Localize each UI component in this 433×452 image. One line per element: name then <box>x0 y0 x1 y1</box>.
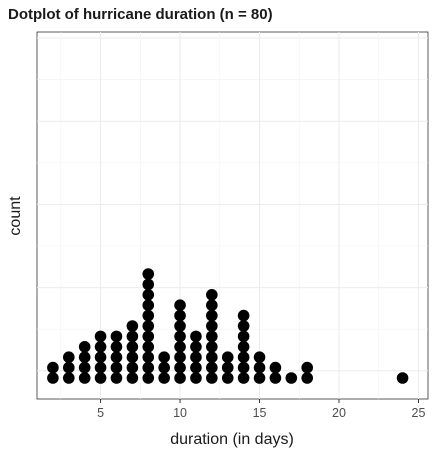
x-axis-title: duration (in days) <box>170 431 294 448</box>
data-dot <box>237 309 250 322</box>
data-dot <box>110 372 123 384</box>
data-dot <box>126 330 139 343</box>
data-dot <box>206 361 218 374</box>
data-dot <box>47 372 59 384</box>
data-dot <box>94 361 107 374</box>
data-dot <box>396 372 409 384</box>
data-dot <box>253 351 266 364</box>
data-dot <box>62 372 75 384</box>
data-dot <box>237 320 250 332</box>
data-dot <box>237 351 250 364</box>
data-dot <box>237 330 250 343</box>
data-dot <box>126 372 139 384</box>
data-dot <box>94 341 107 353</box>
data-dot <box>269 372 282 384</box>
data-dot <box>174 330 186 343</box>
data-dot <box>237 361 250 374</box>
data-dot <box>110 341 123 353</box>
data-dot <box>142 372 155 384</box>
x-axis-ticks: 5 10 15 20 25 <box>97 399 425 420</box>
data-dot <box>142 278 155 291</box>
data-dot <box>301 361 314 374</box>
y-axis-title: count <box>7 196 24 236</box>
x-tick-label: 10 <box>173 406 187 420</box>
x-tick-label: 20 <box>332 406 346 420</box>
data-dot <box>206 320 218 332</box>
data-dot <box>142 320 155 332</box>
chart-title: Dotplot of hurricane duration (n = 80) <box>8 6 273 23</box>
data-dot <box>190 341 202 353</box>
data-dot <box>174 309 186 322</box>
data-dot <box>47 361 59 374</box>
data-dot <box>190 372 202 384</box>
data-dot <box>221 361 234 374</box>
data-dot <box>142 330 155 343</box>
data-dot <box>78 351 91 364</box>
data-dot <box>94 372 107 384</box>
data-dot <box>158 361 170 374</box>
data-dot <box>221 351 234 364</box>
data-dot <box>174 299 186 312</box>
data-dot <box>253 372 266 384</box>
data-dot <box>269 361 282 374</box>
data-dot <box>126 361 139 374</box>
data-dot <box>110 361 123 374</box>
data-dot <box>221 372 234 384</box>
data-dot <box>158 351 170 364</box>
data-dot <box>174 341 186 353</box>
data-dot <box>110 330 123 343</box>
data-dot <box>206 299 218 312</box>
data-dot <box>142 268 155 280</box>
x-tick-label: 15 <box>253 406 267 420</box>
data-dot <box>174 372 186 384</box>
data-dot <box>206 351 218 364</box>
data-dot <box>94 351 107 364</box>
data-dot <box>206 309 218 322</box>
data-dot <box>142 341 155 353</box>
data-dot <box>174 361 186 374</box>
data-dot <box>142 289 155 301</box>
data-dot <box>142 309 155 322</box>
data-dot <box>142 351 155 364</box>
dots-layer <box>47 268 409 384</box>
data-dot <box>62 351 75 364</box>
data-dot <box>237 372 250 384</box>
data-dot <box>78 372 91 384</box>
data-dot <box>301 372 314 384</box>
data-dot <box>174 320 186 332</box>
data-dot <box>174 351 186 364</box>
data-dot <box>94 330 107 343</box>
data-dot <box>126 320 139 332</box>
data-dot <box>285 372 298 384</box>
data-dot <box>206 341 218 353</box>
data-dot <box>206 289 218 301</box>
data-dot <box>126 341 139 353</box>
data-dot <box>190 361 202 374</box>
data-dot <box>142 299 155 312</box>
data-dot <box>237 341 250 353</box>
data-dot <box>110 351 123 364</box>
data-dot <box>253 361 266 374</box>
data-dot <box>142 361 155 374</box>
data-dot <box>158 372 170 384</box>
data-dot <box>62 361 75 374</box>
data-dot <box>190 330 202 343</box>
data-dot <box>126 351 139 364</box>
data-dot <box>190 351 202 364</box>
data-dot <box>206 330 218 343</box>
data-dot <box>78 341 91 353</box>
data-dot <box>206 372 218 384</box>
data-dot <box>78 361 91 374</box>
x-tick-label: 5 <box>97 406 104 420</box>
x-tick-label: 25 <box>412 406 426 420</box>
